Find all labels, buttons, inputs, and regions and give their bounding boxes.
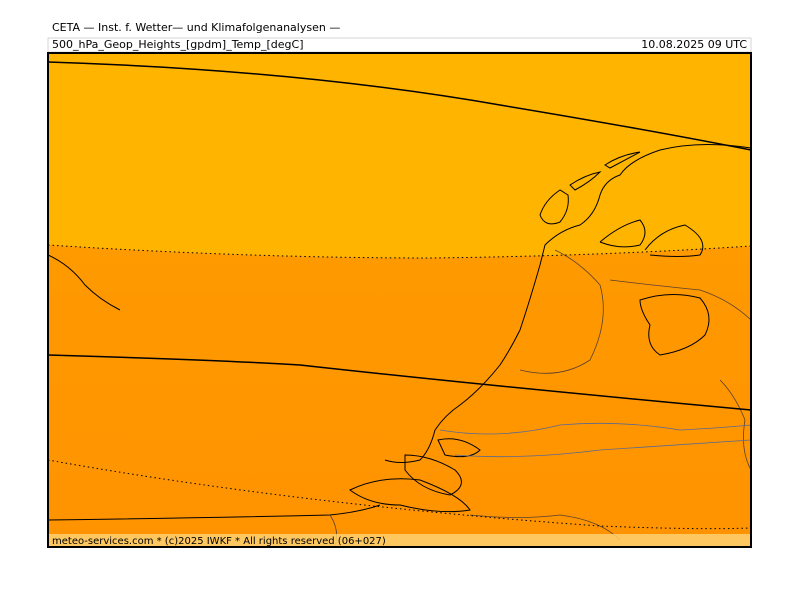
- valid-time: 10.08.2025 09 UTC: [641, 38, 747, 51]
- header-title: CETA — Inst. f. Wetter— und Klimafolgena…: [52, 21, 340, 34]
- map-area: meteo-services.com * (c)2025 IWKF * All …: [48, 53, 751, 547]
- subtitle: 500_hPa_Geop_Heights_[gpdm]_Temp_[degC]: [52, 38, 304, 51]
- footer: meteo-services.com * (c)2025 IWKF * All …: [52, 536, 386, 547]
- map-frame: [47, 52, 752, 548]
